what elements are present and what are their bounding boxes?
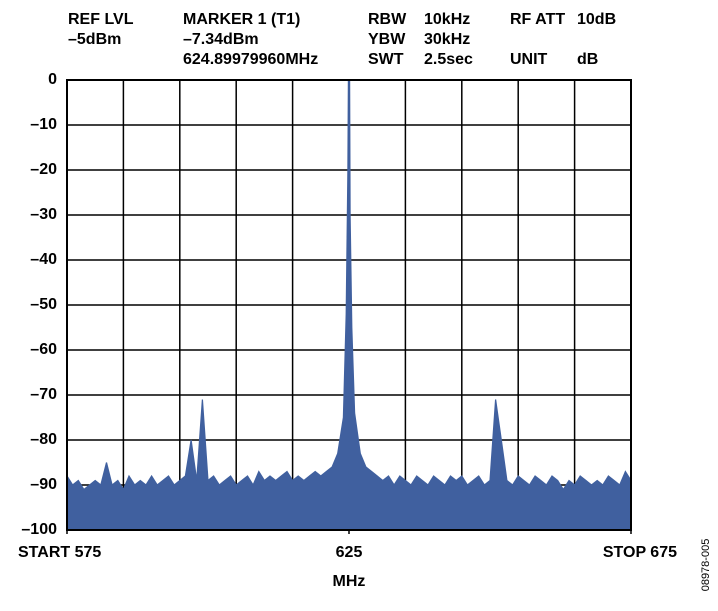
y-tick-label: –80 [30,431,57,448]
y-tick-label: –20 [30,161,57,178]
x-axis-label: MHz [333,573,366,590]
header-text: RF ATT [510,11,565,28]
y-tick-label: –90 [30,476,57,493]
header-text: SWT [368,51,404,68]
y-tick-label: –10 [30,116,57,133]
header-text: 30kHz [424,31,470,48]
y-tick-label: –60 [30,341,57,358]
x-tick-label: START 575 [18,544,101,561]
header-text: 2.5sec [424,51,473,68]
y-tick-label: –30 [30,206,57,223]
x-tick-label: 625 [336,544,363,561]
header-text: 10kHz [424,11,470,28]
y-tick-label: –40 [30,251,57,268]
header-text: UNIT [510,51,548,68]
header-text: RBW [368,11,407,28]
header-text: –7.34dBm [183,31,259,48]
y-tick-label: 0 [48,71,57,88]
x-tick-label: STOP 675 [603,544,677,561]
header-text: 624.89979960MHz [183,51,318,68]
header-text: 10dB [577,11,616,28]
header-text: dB [577,51,598,68]
header-text: REF LVL [68,11,134,28]
header-text: –5dBm [68,31,121,48]
header-text: MARKER 1 (T1) [183,11,300,28]
y-tick-label: –70 [30,386,57,403]
figure-id: 08978-005 [700,539,712,592]
y-tick-label: –50 [30,296,57,313]
y-tick-label: –100 [21,521,57,538]
header-text: YBW [368,31,406,48]
